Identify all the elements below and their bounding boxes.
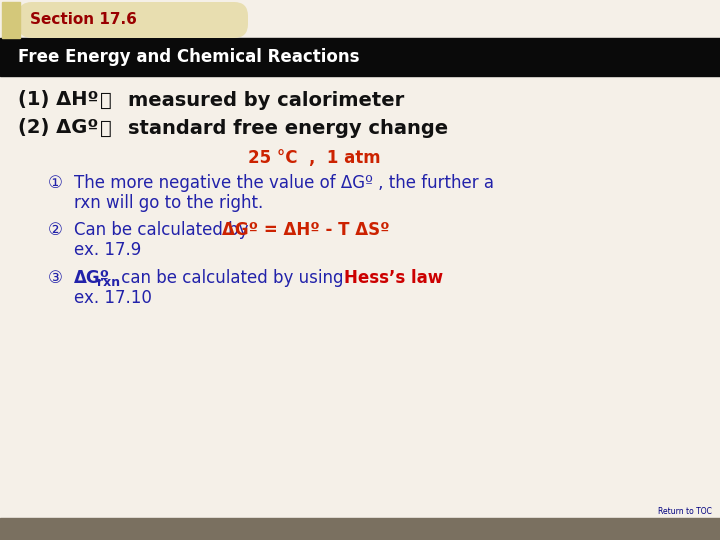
Text: Can be calculated by: Can be calculated by: [74, 221, 253, 239]
Text: rxn: rxn: [97, 276, 120, 289]
Text: ②: ②: [48, 221, 63, 239]
Text: Section 17.6: Section 17.6: [30, 12, 137, 28]
Bar: [2, 2, 20, 38]
Text: The more negative the value of ΔGº , the further a: The more negative the value of ΔGº , the…: [74, 174, 494, 192]
Text: ①: ①: [48, 174, 63, 192]
Text: Hess’s law: Hess’s law: [344, 269, 443, 287]
Text: ex. 17.9: ex. 17.9: [74, 241, 141, 259]
Bar: [0, 518, 720, 540]
Text: rxn will go to the right.: rxn will go to the right.: [74, 194, 264, 212]
Text: ΔGº = ΔHº - T ΔSº: ΔGº = ΔHº - T ΔSº: [222, 221, 390, 239]
Text: 25 °C  ,  1 atm: 25 °C , 1 atm: [248, 149, 381, 167]
Text: can be calculated by using: can be calculated by using: [116, 269, 348, 287]
Text: (1) ΔHº: (1) ΔHº: [18, 91, 99, 110]
Text: ex. 17.10: ex. 17.10: [74, 289, 152, 307]
Text: ：: ：: [100, 118, 112, 138]
Bar: [0, 38, 720, 76]
Text: measured by calorimeter: measured by calorimeter: [128, 91, 404, 110]
Text: ③: ③: [48, 269, 63, 287]
Text: Free Energy and Chemical Reactions: Free Energy and Chemical Reactions: [18, 48, 359, 66]
Text: ΔGº: ΔGº: [74, 269, 110, 287]
Text: ：: ：: [100, 91, 112, 110]
Text: standard free energy change: standard free energy change: [128, 118, 448, 138]
FancyBboxPatch shape: [18, 2, 248, 38]
Text: Return to TOC: Return to TOC: [658, 508, 712, 516]
Text: (2) ΔGº: (2) ΔGº: [18, 118, 99, 138]
